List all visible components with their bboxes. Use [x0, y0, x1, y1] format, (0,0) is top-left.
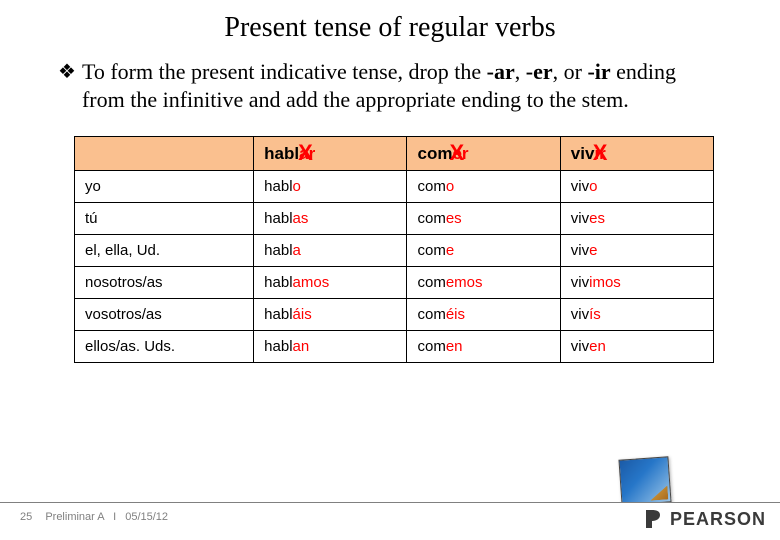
table-row: nosotros/as hablamos comemos vivimos — [75, 267, 714, 299]
pronoun-cell: tú — [75, 203, 254, 235]
conj-cell: vive — [560, 235, 713, 267]
conj-cell: comen — [407, 331, 560, 363]
conjugation-table: hablar X comer X vivir X yo hablo como v… — [74, 136, 714, 363]
cell-ending: en — [446, 338, 463, 355]
cell-stem: viv — [571, 178, 589, 195]
footer-sep: I — [113, 511, 116, 523]
cell-ending: e — [446, 242, 454, 259]
pronoun-cell: vosotros/as — [75, 299, 254, 331]
decorative-book-icon — [618, 456, 671, 505]
conj-cell: comes — [407, 203, 560, 235]
conj-cell: coméis — [407, 299, 560, 331]
conj-cell: como — [407, 171, 560, 203]
header-vivir: vivir X — [560, 137, 713, 171]
cell-stem: com — [417, 210, 445, 227]
table-row: yo hablo como vivo — [75, 171, 714, 203]
bullet-mid1: , — [515, 59, 526, 84]
page-title: Present tense of regular verbs — [58, 12, 722, 44]
cell-stem: com — [417, 242, 445, 259]
cell-stem: com — [417, 178, 445, 195]
bullet-mid2: , or — [553, 59, 588, 84]
conj-cell: vivís — [560, 299, 713, 331]
header-stem: viv — [571, 144, 595, 163]
header-ending: ir — [594, 144, 605, 163]
pronoun-cell: yo — [75, 171, 254, 203]
table-row: ellos/as. Uds. hablan comen viven — [75, 331, 714, 363]
cell-stem: viv — [571, 338, 589, 355]
cell-ending: emos — [446, 274, 483, 291]
cell-stem: habl — [264, 242, 292, 259]
pearson-logo-icon — [642, 507, 666, 531]
pearson-brand-text: PEARSON — [670, 509, 766, 530]
header-ending: ar — [299, 144, 315, 163]
cell-stem: viv — [571, 210, 589, 227]
cell-ending: as — [293, 210, 309, 227]
table-row: tú hablas comes vives — [75, 203, 714, 235]
conj-cell: habla — [254, 235, 407, 267]
cell-ending: éis — [446, 306, 465, 323]
conj-cell: hablan — [254, 331, 407, 363]
conj-cell: habláis — [254, 299, 407, 331]
cell-stem: viv — [571, 242, 589, 259]
conj-cell: hablo — [254, 171, 407, 203]
header-empty — [75, 137, 254, 171]
cell-stem: viv — [571, 306, 589, 323]
conj-cell: comemos — [407, 267, 560, 299]
cell-stem: com — [417, 306, 445, 323]
header-hablar: hablar X — [254, 137, 407, 171]
cell-ending: an — [293, 338, 310, 355]
conj-cell: viven — [560, 331, 713, 363]
cell-ending: o — [446, 178, 454, 195]
table-header-row: hablar X comer X vivir X — [75, 137, 714, 171]
cell-ending: o — [589, 178, 597, 195]
cell-stem: habl — [264, 178, 292, 195]
cell-ending: es — [446, 210, 462, 227]
cell-stem: habl — [264, 306, 292, 323]
bullet-b2: -er — [526, 59, 553, 84]
page-number: 25 — [20, 511, 32, 523]
header-stem: habl — [264, 144, 299, 163]
cell-ending: a — [293, 242, 301, 259]
table-row: el, ella, Ud. habla come vive — [75, 235, 714, 267]
cell-stem: com — [417, 274, 445, 291]
cell-ending: o — [293, 178, 301, 195]
pronoun-cell: ellos/as. Uds. — [75, 331, 254, 363]
cell-ending: áis — [293, 306, 312, 323]
cell-stem: com — [417, 338, 445, 355]
footer: 25 Preliminar A I 05/15/12 PEARSON — [0, 502, 780, 540]
header-ending: er — [452, 144, 468, 163]
bullet-text: To form the present indicative tense, dr… — [82, 58, 722, 114]
footer-date: 05/15/12 — [125, 511, 168, 523]
cell-ending: e — [589, 242, 597, 259]
cell-stem: habl — [264, 338, 292, 355]
cell-stem: habl — [264, 210, 292, 227]
bullet-b1: -ar — [487, 59, 515, 84]
conj-cell: come — [407, 235, 560, 267]
header-comer: comer X — [407, 137, 560, 171]
pronoun-cell: el, ella, Ud. — [75, 235, 254, 267]
cell-ending: es — [589, 210, 605, 227]
footer-right: PEARSON — [642, 507, 766, 531]
cell-ending: imos — [589, 274, 621, 291]
diamond-bullet-icon: ❖ — [58, 58, 76, 86]
footer-crumb: Preliminar A — [45, 511, 104, 523]
header-stem: com — [417, 144, 452, 163]
cell-ending: ís — [589, 306, 601, 323]
conj-cell: vivimos — [560, 267, 713, 299]
pronoun-cell: nosotros/as — [75, 267, 254, 299]
cell-stem: viv — [571, 274, 589, 291]
cell-ending: en — [589, 338, 606, 355]
cell-ending: amos — [293, 274, 330, 291]
bullet-b3: -ir — [587, 59, 610, 84]
bullet-pre: To form the present indicative tense, dr… — [82, 59, 487, 84]
conj-cell: hablas — [254, 203, 407, 235]
footer-left: 25 Preliminar A I 05/15/12 — [20, 511, 168, 523]
conj-cell: hablamos — [254, 267, 407, 299]
conj-cell: vivo — [560, 171, 713, 203]
table-row: vosotros/as habláis coméis vivís — [75, 299, 714, 331]
conj-cell: vives — [560, 203, 713, 235]
bullet-item: ❖ To form the present indicative tense, … — [58, 58, 722, 114]
cell-stem: habl — [264, 274, 292, 291]
